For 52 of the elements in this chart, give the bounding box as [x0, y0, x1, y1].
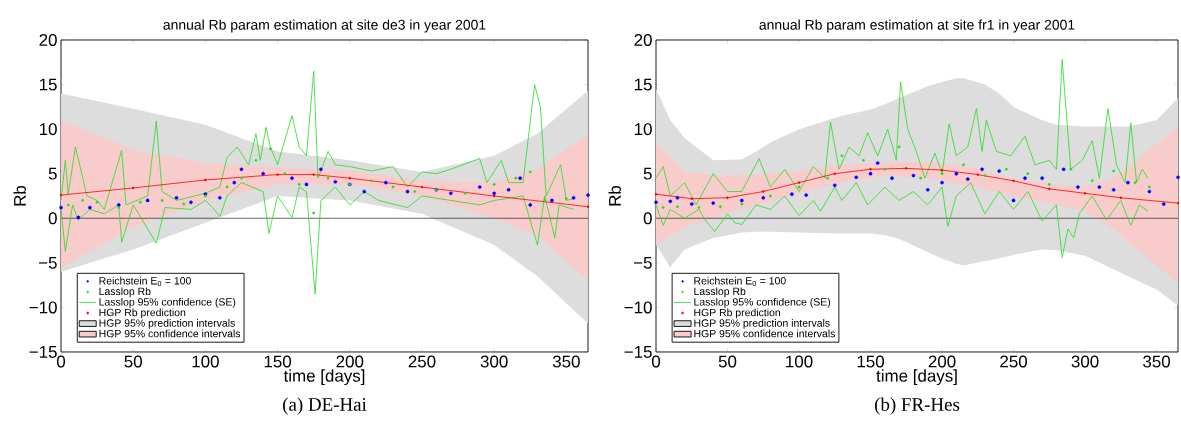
x-axis-title: time [days]: [283, 369, 365, 386]
y-tick-label: −5: [39, 256, 57, 269]
x-tick-label: 100: [786, 355, 813, 368]
x-tick-label: 300: [480, 355, 508, 368]
x-tick-label: 250: [408, 355, 436, 368]
y-tick-label: −15: [29, 346, 57, 358]
legend-label: HGP 95% confidence intervals: [99, 329, 241, 338]
chart-title: annual Rb param estimation at site de3 in year 2001: [163, 19, 486, 33]
text: (a) DE-Hai: [283, 397, 367, 415]
x-tick-label: 0: [56, 355, 66, 368]
x-tick-label: 150: [264, 355, 292, 368]
x-tick-label: 150: [857, 355, 884, 368]
legend-label: HGP 95% prediction intervals: [99, 319, 235, 329]
text: (b) FR-Hes: [874, 397, 960, 415]
y-tick-label: 10: [39, 123, 57, 136]
legend-label: Reichstein E$_{0}$ = 100: [99, 276, 191, 287]
x-tick-label: 350: [1143, 355, 1171, 368]
legend-label: Lasslop Rb: [99, 287, 151, 298]
y-axis-title: Rb: [13, 185, 26, 206]
y-tick-label: −10: [29, 301, 57, 314]
y-tick-label: −10: [624, 301, 652, 314]
y-tick-label: 20: [634, 33, 652, 46]
y-tick-label: 15: [634, 78, 652, 91]
y-tick-label: 10: [634, 123, 652, 136]
x-axis-title: time [days]: [876, 369, 957, 386]
x-tick-label: 350: [552, 355, 580, 368]
x-tick-label: 200: [336, 355, 364, 368]
chart-title: annual Rb param estimation at site fr1 in year 2001: [759, 19, 1075, 33]
y-tick-label: −15: [624, 346, 652, 358]
legend-label: Reichstein E$_{0}$ = 100: [694, 276, 786, 287]
y-tick-label: 20: [39, 33, 57, 46]
legend-label: Lasslop Rb: [694, 287, 746, 298]
legend-label: HGP 95% prediction intervals: [694, 319, 830, 329]
y-tick-label: 15: [39, 78, 57, 91]
y-axis-title: Rb: [608, 185, 621, 206]
legend-label: Lasslop 95% confidence (SE): [694, 297, 831, 308]
x-tick-label: 200: [928, 355, 956, 368]
x-tick-label: 0: [651, 355, 661, 368]
x-tick-label: 100: [192, 355, 219, 368]
x-tick-label: 300: [1071, 355, 1099, 368]
y-tick-label: 0: [643, 212, 652, 225]
legend-label: HGP 95% confidence intervals: [694, 329, 835, 338]
legend-label: Lasslop 95% confidence (SE): [99, 297, 236, 308]
y-tick-label: 5: [48, 167, 57, 180]
legend-label: HGP Rb prediction: [694, 308, 781, 319]
x-tick-label: 50: [124, 355, 142, 368]
x-tick-label: 250: [1000, 355, 1028, 368]
legend-label: HGP Rb prediction: [99, 308, 186, 319]
x-tick-label: 50: [718, 355, 737, 368]
y-tick-label: −5: [634, 256, 652, 269]
y-tick-label: 0: [48, 212, 57, 225]
y-tick-label: 5: [643, 167, 652, 180]
